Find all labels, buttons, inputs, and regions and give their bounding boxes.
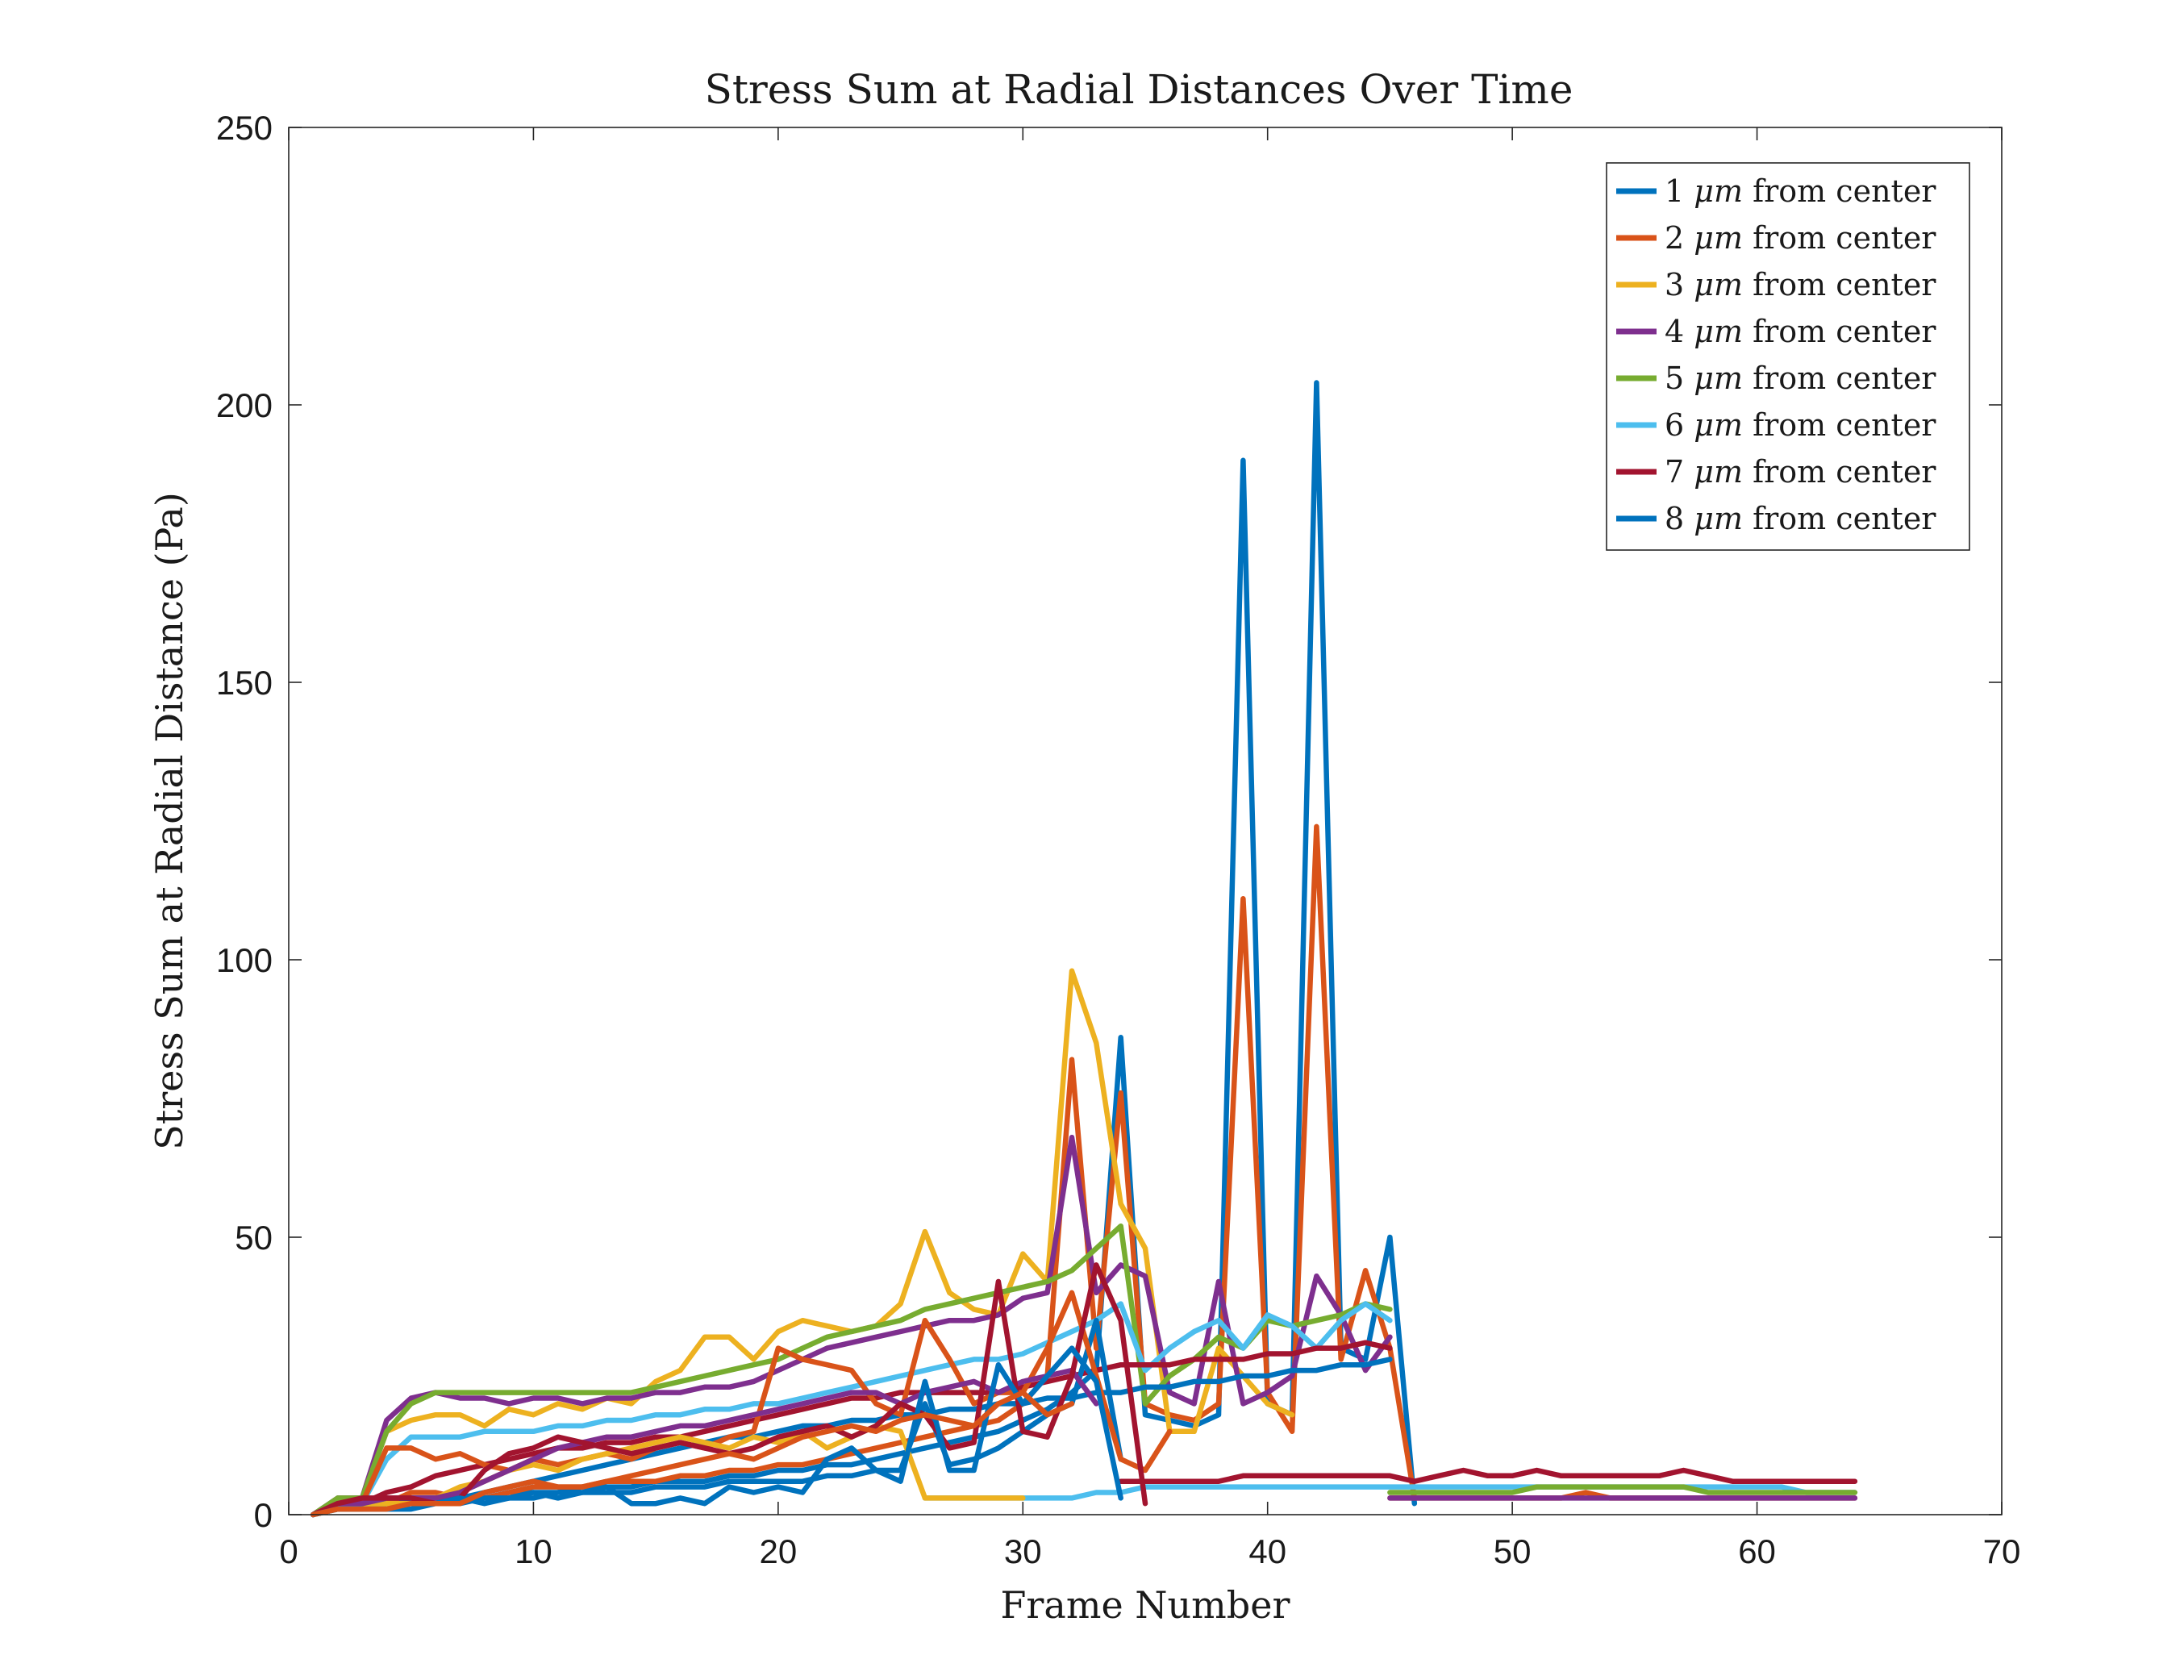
y-tick-label: 100 <box>216 941 273 979</box>
legend-entry: 4 μm from center <box>1665 314 1936 349</box>
x-tick-label: 50 <box>1494 1532 1532 1570</box>
x-tick-label: 0 <box>279 1532 298 1570</box>
legend-entry: 5 μm from center <box>1665 361 1936 396</box>
series-line-3 <box>311 968 1295 1518</box>
legend-entry: 8 μm from center <box>1665 501 1936 536</box>
legend: 1 μm from center 2 μm from center 3 μm fro… <box>1606 162 1970 551</box>
y-tick-label: 200 <box>216 386 273 424</box>
series-line-15 <box>311 1290 1173 1518</box>
legend-box <box>1606 162 1970 551</box>
legend-entry: 3 μm from center <box>1665 267 1936 302</box>
legend-entry: 1 μm from center <box>1665 173 1936 209</box>
x-tick-label: 40 <box>1248 1532 1286 1570</box>
y-tick-label: 50 <box>235 1219 273 1257</box>
series-line-9 <box>1118 1467 1858 1484</box>
series-line-2 <box>311 823 1418 1518</box>
y-tick-label: 250 <box>216 109 273 147</box>
chart-title: Stress Sum at Radial Distances Over Time <box>705 66 1573 113</box>
x-tick-label: 70 <box>1983 1532 2021 1570</box>
x-tick-label: 10 <box>515 1532 552 1570</box>
series-line-10 <box>922 1484 1858 1501</box>
legend-entry: 2 μm from center <box>1665 220 1936 256</box>
series-line-20 <box>311 1390 1075 1518</box>
x-tick-label: 30 <box>1004 1532 1042 1570</box>
axis-ticks: 0 10 20 30 40 50 60 70 0 50 100 150 200 250 <box>216 109 2020 1570</box>
series-layer <box>311 380 1858 1518</box>
series-line-11 <box>1387 1484 1858 1495</box>
series-line-17 <box>311 1367 1099 1518</box>
y-axis-label: Stress Sum at Radial Distance (Pa) <box>148 492 191 1150</box>
plot-area-frame <box>288 127 2003 1515</box>
y-tick-label: 150 <box>216 664 273 702</box>
y-tick-label: 0 <box>254 1496 273 1534</box>
x-tick-label: 20 <box>759 1532 797 1570</box>
x-tick-label: 60 <box>1738 1532 1776 1570</box>
series-line-6 <box>311 1301 1393 1518</box>
series-line-5 <box>311 1223 1393 1518</box>
legend-entry: 7 μm from center <box>1665 454 1936 490</box>
legend-entry: 6 μm from center <box>1665 407 1936 443</box>
x-axis-label: Frame Number <box>1001 1583 1290 1627</box>
